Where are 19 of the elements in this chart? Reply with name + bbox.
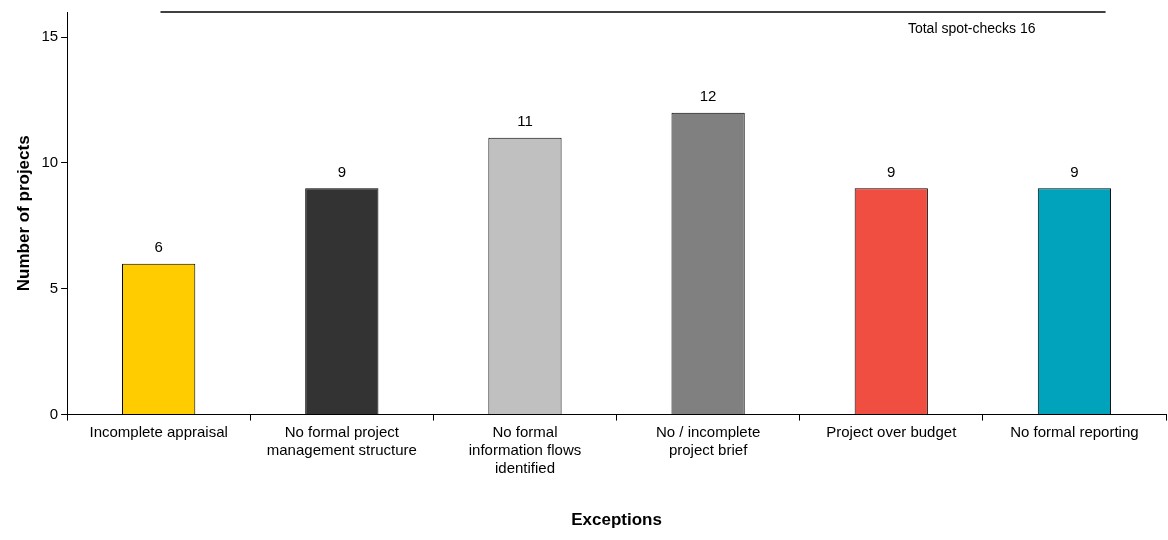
y-tick-label: 0 — [49, 404, 59, 422]
data-label: 11 — [517, 112, 533, 130]
x-tick-label: No formal project management structure — [266, 422, 417, 458]
y-tick-label: 5 — [49, 278, 59, 296]
data-label: 9 — [887, 162, 896, 180]
data-label: 9 — [1070, 162, 1079, 180]
y-tick-label: 15 — [41, 27, 59, 45]
data-label: 9 — [337, 162, 346, 180]
x-tick-label: No / incomplete project brief — [656, 422, 761, 458]
x-axis-title: Exceptions — [571, 510, 662, 530]
data-label: 6 — [154, 238, 163, 256]
y-axis-title: Number of projects — [13, 135, 33, 292]
x-tick-label: Project over budget — [826, 422, 958, 440]
x-tick-label: No formal information flows identified — [468, 422, 582, 476]
ref-line-label: Total spot-checks 16 — [907, 19, 1036, 36]
x-tick-label: Incomplete appraisal — [89, 422, 228, 440]
y-tick-label: 10 — [41, 153, 59, 171]
data-label: 12 — [699, 87, 717, 105]
x-tick-label: No formal reporting — [1010, 422, 1139, 440]
